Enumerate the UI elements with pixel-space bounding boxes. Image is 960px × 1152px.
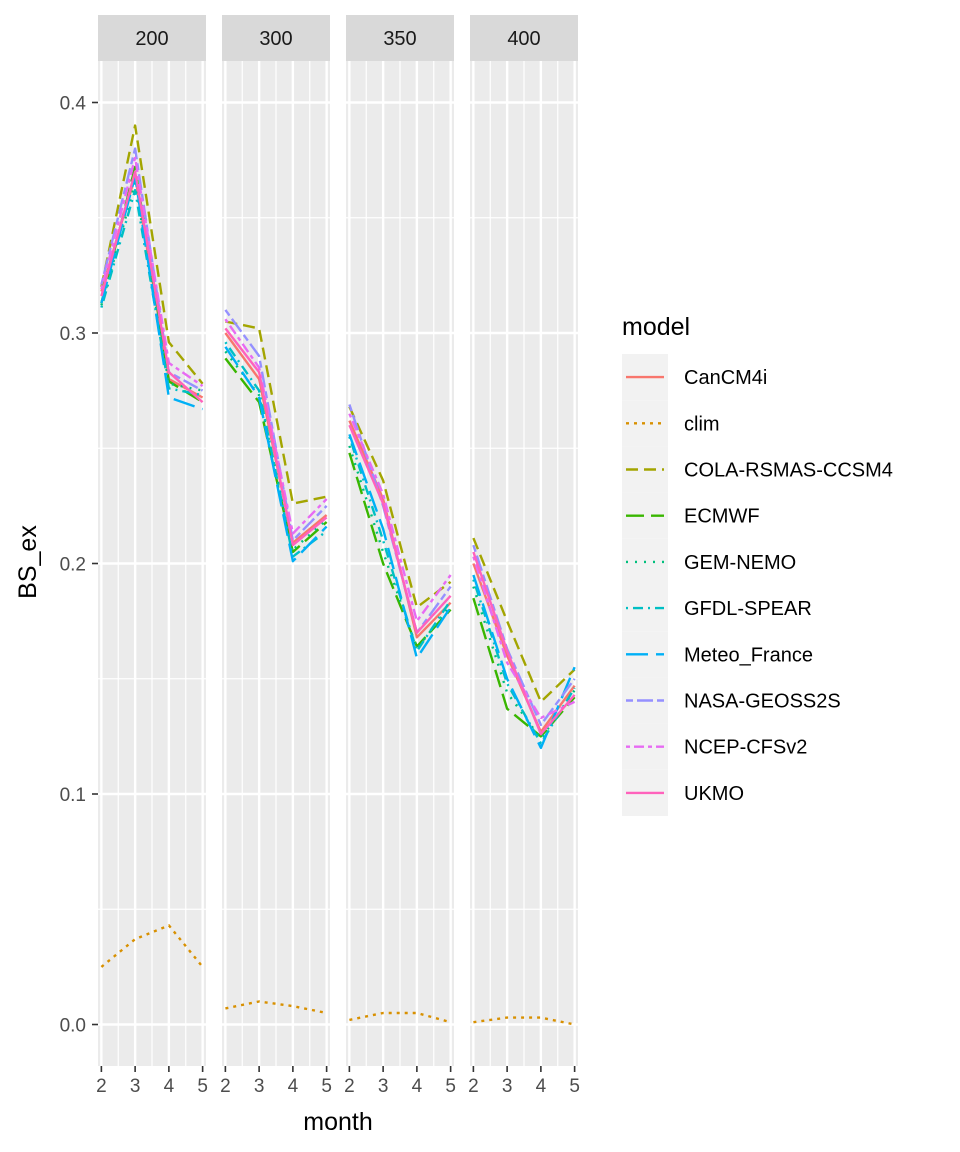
series-line-GEM-NEMO — [348, 445, 452, 650]
legend-label: CanCM4i — [684, 367, 767, 389]
facet-panel-350: 350 — [346, 15, 454, 1066]
series-line-GFDL-SPEAR — [100, 188, 203, 397]
legend-item-COLA-RSMAS-CCSM4: COLA-RSMAS-CCSM4 — [622, 446, 893, 493]
x-tick-label: 2 — [96, 1076, 107, 1097]
legend-title: model — [622, 313, 690, 341]
y-tick-label: 0.0 — [60, 1016, 86, 1037]
facet-panel-200: 200 — [98, 15, 206, 1066]
series-line-UKMO — [472, 551, 576, 736]
legend-item-CanCM4i: CanCM4i — [622, 354, 767, 401]
x-tick-label: 3 — [502, 1076, 513, 1097]
series-line-clim — [225, 1000, 327, 1015]
legend-item-GFDL-SPEAR: GFDL-SPEAR — [622, 585, 812, 632]
y-tick-label: 0.3 — [60, 324, 86, 345]
series-line-Meteo_France — [348, 433, 452, 660]
legend-item-Meteo_France: Meteo_France — [622, 631, 813, 678]
x-tick-label: 3 — [378, 1076, 389, 1097]
facet-strip-label: 300 — [259, 28, 292, 50]
x-tick-label: 5 — [321, 1076, 332, 1097]
x-axis-title: month — [303, 1108, 372, 1136]
facet-strip — [98, 15, 206, 61]
facet-panel-400: 400 — [470, 15, 578, 1066]
x-tick-label: 4 — [412, 1076, 423, 1097]
series-line-Meteo_France — [472, 574, 576, 750]
facet-strip-label: 350 — [383, 28, 416, 50]
series-line-COLA-RSMAS-CCSM4 — [100, 124, 204, 385]
series-line-NCEP-CFSv2 — [224, 318, 328, 535]
legend-item-NCEP-CFSv2: NCEP-CFSv2 — [622, 723, 807, 770]
legend-item-UKMO: UKMO — [622, 769, 744, 816]
y-tick-label: 0.2 — [60, 555, 86, 576]
x-tick-label: 4 — [536, 1076, 547, 1097]
series-line-UKMO — [348, 424, 452, 634]
facet-strip-label: 200 — [135, 28, 168, 50]
legend-item-GEM-NEMO: GEM-NEMO — [622, 538, 796, 585]
legend-label: NASA-GEOSS2S — [684, 691, 841, 713]
legend-item-ECMWF: ECMWF — [622, 492, 760, 539]
panels-layer: 200 300 350 400 — [98, 15, 578, 1066]
y-axis-title: BS_ex — [14, 525, 42, 599]
facet-strip — [346, 15, 454, 61]
x-tick-label: 5 — [445, 1076, 456, 1097]
legend-label: NCEP-CFSv2 — [684, 737, 807, 759]
series-line-COLA-RSMAS-CCSM4 — [348, 406, 452, 609]
series-line-UKMO — [100, 170, 204, 403]
legend-label: GEM-NEMO — [684, 552, 796, 574]
series-line-UKMO — [224, 327, 328, 547]
x-tick-label: 2 — [468, 1076, 479, 1097]
x-tick-label: 2 — [220, 1076, 231, 1097]
series-line-NASA-GEOSS2S — [472, 544, 576, 727]
legend-item-clim: clim — [622, 400, 720, 447]
x-tick-label: 5 — [197, 1076, 208, 1097]
x-tick-label: 5 — [569, 1076, 580, 1097]
y-axis: 0.0 0.1 0.2 0.3 0.4 — [60, 93, 98, 1037]
legend: model CanCM4i clim COLA-RSMAS-CCSM4 ECMWF GE… — [622, 313, 893, 816]
facet-strip-label: 400 — [507, 28, 540, 50]
facet-panel-300: 300 — [222, 15, 330, 1066]
x-tick-label: 2 — [344, 1076, 355, 1097]
facet-strip — [222, 15, 330, 61]
series-line-Meteo_France — [100, 175, 203, 411]
x-tick-label: 3 — [130, 1076, 141, 1097]
legend-item-NASA-GEOSS2S: NASA-GEOSS2S — [622, 677, 841, 724]
legend-label: Meteo_France — [684, 644, 813, 666]
x-tick-label: 4 — [288, 1076, 299, 1097]
series-line-Meteo_France — [224, 346, 328, 563]
series-line-clim — [349, 1011, 451, 1024]
legend-label: GFDL-SPEAR — [684, 598, 812, 620]
y-tick-label: 0.1 — [60, 785, 86, 806]
x-tick-label: 4 — [164, 1076, 175, 1097]
series-line-NASA-GEOSS2S — [100, 147, 204, 392]
legend-label: COLA-RSMAS-CCSM4 — [684, 460, 893, 482]
legend-label: UKMO — [684, 783, 744, 805]
y-tick-label: 0.4 — [60, 93, 87, 114]
x-tick-label: 3 — [254, 1076, 265, 1097]
series-line-ECMWF — [348, 452, 452, 648]
series-line-COLA-RSMAS-CCSM4 — [472, 537, 576, 703]
series-line-NCEP-CFSv2 — [100, 156, 204, 387]
series-line-clim — [473, 1016, 575, 1026]
legend-label: ECMWF — [684, 506, 760, 528]
series-line-GEM-NEMO — [472, 586, 576, 740]
legend-label: clim — [684, 413, 720, 435]
series-line-clim — [100, 924, 204, 968]
facet-strip — [470, 15, 578, 61]
